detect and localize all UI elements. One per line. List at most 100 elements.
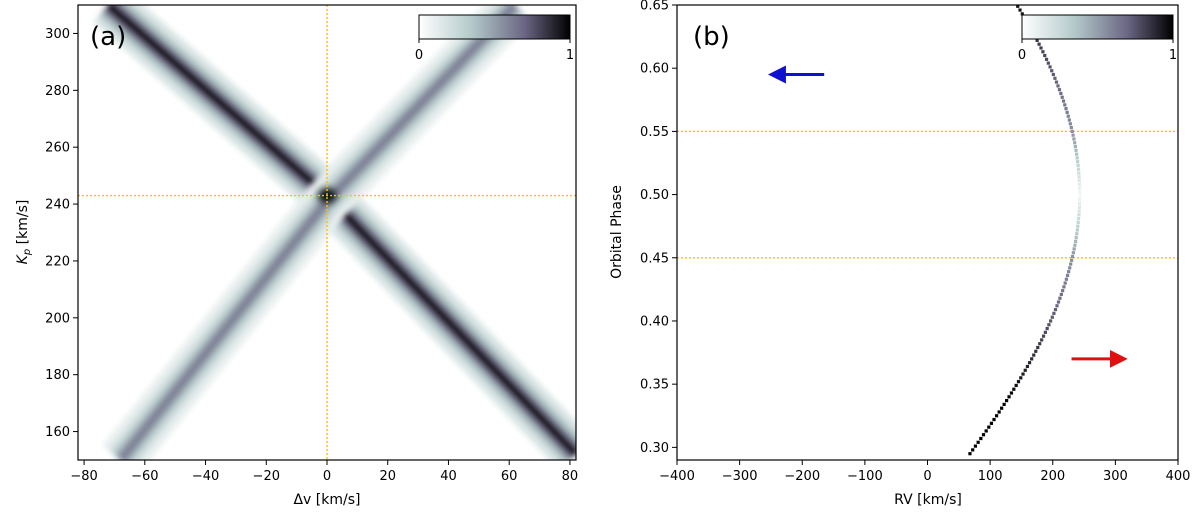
- x-tick-label: −400: [659, 469, 695, 484]
- x-tick-label: 20: [379, 469, 396, 484]
- y-tick-label: 200: [45, 311, 70, 326]
- panel-b-label: (b): [693, 22, 730, 52]
- rv-point: [981, 433, 986, 437]
- panel-b-background: [677, 5, 1178, 460]
- rv-point: [1071, 251, 1075, 255]
- rv-point: [1052, 311, 1056, 315]
- rv-point: [1076, 220, 1080, 224]
- panel-a-crosshair: [78, 5, 576, 460]
- x-tick-label: 0: [323, 469, 331, 484]
- panel-b-arrows: [767, 65, 1128, 368]
- rv-point: [1068, 266, 1072, 270]
- rv-point: [1014, 1, 1017, 4]
- x-tick-label: 80: [562, 469, 579, 484]
- x-tick-label: 40: [440, 469, 457, 484]
- rv-point: [1063, 103, 1067, 107]
- y-tick-label: 180: [45, 368, 70, 383]
- rv-point: [1078, 194, 1082, 198]
- rv-point: [1016, 380, 1021, 384]
- y-tick-label: 160: [45, 425, 70, 440]
- x-tick-label: −80: [70, 469, 97, 484]
- rv-point: [1076, 224, 1080, 228]
- rv-point: [1032, 353, 1036, 357]
- rv-point: [1066, 114, 1070, 118]
- panel-a-colorbar-max-label: 1: [566, 48, 574, 63]
- x-tick-label: −40: [192, 469, 219, 484]
- rv-point: [1076, 163, 1080, 168]
- rv-point: [1044, 57, 1049, 61]
- rv-point: [1078, 186, 1082, 190]
- y-tick-label: 220: [45, 254, 70, 269]
- x-tick-label: 200: [1040, 469, 1065, 484]
- rv-point: [1077, 171, 1081, 175]
- panel-a-kp-map: −80 −60 −40 −20 0 20 40 60 80 160 180 200 220 240 260…: [15, 4, 578, 508]
- y-tick-label: 280: [45, 84, 70, 99]
- rv-point: [1075, 156, 1079, 160]
- rv-point: [1014, 383, 1018, 388]
- rv-point: [1056, 84, 1060, 88]
- rv-point: [1077, 205, 1081, 209]
- rv-point: [1000, 406, 1004, 410]
- rv-point: [994, 414, 999, 418]
- panel-a-ylabel-main: K: [15, 253, 31, 264]
- x-tick-label: 400: [1166, 469, 1191, 484]
- x-tick-label: −100: [847, 469, 883, 484]
- rv-point: [1069, 125, 1073, 130]
- panel-a-x-axis: −80 −60 −40 −20 0 20 40 60 80: [70, 460, 578, 484]
- rv-point: [1059, 292, 1063, 297]
- rv-point: [1050, 69, 1054, 73]
- x-tick-label: 60: [501, 469, 518, 484]
- panel-a-y-axis: 160 180 200 220 240 260 280 300: [45, 27, 78, 440]
- rv-point: [1073, 239, 1078, 243]
- y-tick-label: 0.45: [640, 251, 669, 266]
- rv-point: [1035, 38, 1039, 42]
- rv-point: [1050, 315, 1054, 319]
- x-tick-label: −20: [253, 469, 280, 484]
- rv-point: [1072, 247, 1076, 251]
- rv-point: [1077, 209, 1081, 213]
- panel-b-phase-lines: [677, 130, 1178, 259]
- rv-point: [1055, 304, 1059, 308]
- x-tick-label: 0: [923, 469, 931, 484]
- rv-point: [1002, 402, 1006, 406]
- rv-point: [979, 436, 983, 441]
- rv-point: [1070, 258, 1074, 262]
- rv-point: [1040, 338, 1044, 342]
- rv-point: [1039, 46, 1043, 50]
- rv-point: [1041, 50, 1045, 54]
- rv-point: [1064, 107, 1068, 111]
- panel-b-phase-rv: −400 −300 −200 −100 0 100 200 300 400 0.300.350.…: [609, 0, 1190, 508]
- rv-point: [1012, 387, 1016, 391]
- rv-point: [997, 410, 1001, 414]
- panel-a-ylabel-unit: [km/s]: [15, 200, 31, 249]
- rv-point: [1073, 243, 1077, 247]
- y-tick-label: 0.65: [640, 0, 669, 14]
- rv-point: [1049, 319, 1053, 323]
- rv-point: [1023, 368, 1027, 372]
- rv-point: [1043, 53, 1047, 58]
- rv-point: [1060, 95, 1064, 99]
- rv-point: [1075, 152, 1079, 156]
- panel-b-xlabel: RV [km/s]: [894, 492, 962, 508]
- rv-point: [1016, 5, 1020, 8]
- panel-a-colorbar: 0 1: [415, 14, 574, 63]
- rv-point: [989, 421, 994, 425]
- rv-point: [1041, 334, 1046, 338]
- rv-point: [1053, 307, 1058, 312]
- rv-point: [1018, 8, 1022, 12]
- rv-point: [1077, 182, 1082, 187]
- y-tick-label: 0.35: [640, 378, 669, 393]
- rv-point: [1062, 285, 1066, 289]
- rv-point: [976, 440, 980, 444]
- rv-point: [1065, 110, 1069, 115]
- rv-point: [1077, 213, 1081, 217]
- y-tick-label: 240: [45, 198, 70, 213]
- rv-point: [971, 448, 975, 452]
- panel-b-x-axis: −400 −300 −200 −100 0 100 200 300 400: [659, 460, 1190, 484]
- panel-b-colorbar-min-label: 0: [1018, 48, 1026, 63]
- rv-point: [1025, 364, 1030, 369]
- panel-a-xlabel-unit: [km/s]: [311, 492, 360, 508]
- panel-b-y-axis: 0.30 0.35 0.40 0.45 0.50 0.55 0.60 0.65: [640, 0, 677, 456]
- rv-point: [1071, 133, 1075, 137]
- rv-point: [1007, 395, 1011, 399]
